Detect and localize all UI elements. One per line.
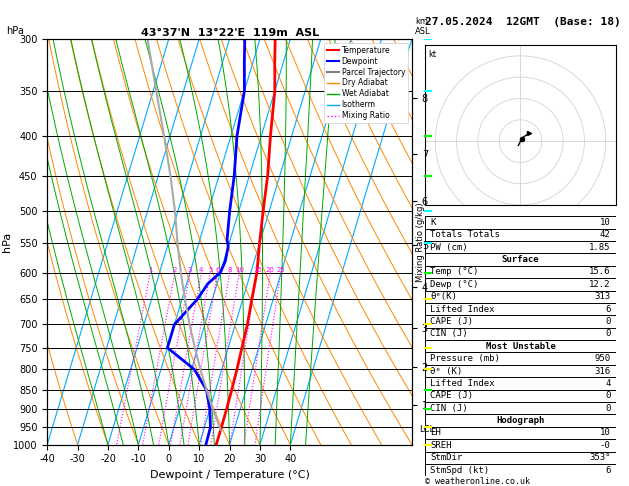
Text: Surface: Surface (502, 255, 539, 264)
Text: 42: 42 (600, 230, 611, 239)
Text: LCL: LCL (420, 425, 435, 434)
Text: 10: 10 (235, 266, 244, 273)
Text: θᵉ (K): θᵉ (K) (430, 366, 462, 376)
Text: CIN (J): CIN (J) (430, 404, 468, 413)
Text: θᵉ(K): θᵉ(K) (430, 292, 457, 301)
Text: 2: 2 (173, 266, 177, 273)
Text: hPa: hPa (6, 26, 24, 36)
Text: Temp (°C): Temp (°C) (430, 267, 479, 277)
Text: K: K (430, 218, 436, 227)
Text: -0: -0 (600, 441, 611, 450)
Text: 316: 316 (594, 366, 611, 376)
Text: 27.05.2024  12GMT  (Base: 18): 27.05.2024 12GMT (Base: 18) (425, 17, 620, 27)
Text: Pressure (mb): Pressure (mb) (430, 354, 500, 363)
Text: CAPE (J): CAPE (J) (430, 317, 474, 326)
Text: 8: 8 (228, 266, 232, 273)
Text: 950: 950 (594, 354, 611, 363)
Text: km
ASL: km ASL (415, 17, 431, 36)
Text: StmDir: StmDir (430, 453, 462, 462)
Text: 6: 6 (605, 305, 611, 313)
Text: StmSpd (kt): StmSpd (kt) (430, 466, 489, 475)
Text: CIN (J): CIN (J) (430, 330, 468, 338)
Text: 15.6: 15.6 (589, 267, 611, 277)
X-axis label: Dewpoint / Temperature (°C): Dewpoint / Temperature (°C) (150, 470, 309, 480)
Text: Dewp (°C): Dewp (°C) (430, 280, 479, 289)
Text: 353°: 353° (589, 453, 611, 462)
Text: 20: 20 (266, 266, 275, 273)
Text: Most Unstable: Most Unstable (486, 342, 555, 351)
Text: 15: 15 (253, 266, 262, 273)
Text: 10: 10 (600, 218, 611, 227)
Title: 43°37'N  13°22'E  119m  ASL: 43°37'N 13°22'E 119m ASL (140, 28, 319, 38)
Text: EH: EH (430, 429, 441, 437)
Text: PW (cm): PW (cm) (430, 243, 468, 252)
Text: 4: 4 (605, 379, 611, 388)
Y-axis label: hPa: hPa (1, 232, 11, 252)
Text: 4: 4 (199, 266, 204, 273)
Text: © weatheronline.co.uk: © weatheronline.co.uk (425, 477, 530, 486)
Text: 313: 313 (594, 292, 611, 301)
Text: kt: kt (428, 50, 437, 59)
Legend: Temperature, Dewpoint, Parcel Trajectory, Dry Adiabat, Wet Adiabat, Isotherm, Mi: Temperature, Dewpoint, Parcel Trajectory… (324, 43, 408, 123)
Text: 0: 0 (605, 391, 611, 400)
Text: Hodograph: Hodograph (496, 416, 545, 425)
Text: CAPE (J): CAPE (J) (430, 391, 474, 400)
Text: Mixing Ratio (g/kg): Mixing Ratio (g/kg) (416, 202, 425, 281)
Text: Lifted Index: Lifted Index (430, 379, 495, 388)
Text: 6: 6 (605, 466, 611, 475)
Text: 0: 0 (605, 404, 611, 413)
Text: 3: 3 (188, 266, 192, 273)
Text: 6: 6 (216, 266, 220, 273)
Text: Lifted Index: Lifted Index (430, 305, 495, 313)
Text: SREH: SREH (430, 441, 452, 450)
Text: 1: 1 (148, 266, 153, 273)
Text: 0: 0 (605, 330, 611, 338)
Text: 12.2: 12.2 (589, 280, 611, 289)
Text: 5: 5 (208, 266, 213, 273)
Text: Totals Totals: Totals Totals (430, 230, 500, 239)
Text: 25: 25 (276, 266, 285, 273)
Text: 1.85: 1.85 (589, 243, 611, 252)
Text: 0: 0 (605, 317, 611, 326)
Text: 10: 10 (600, 429, 611, 437)
